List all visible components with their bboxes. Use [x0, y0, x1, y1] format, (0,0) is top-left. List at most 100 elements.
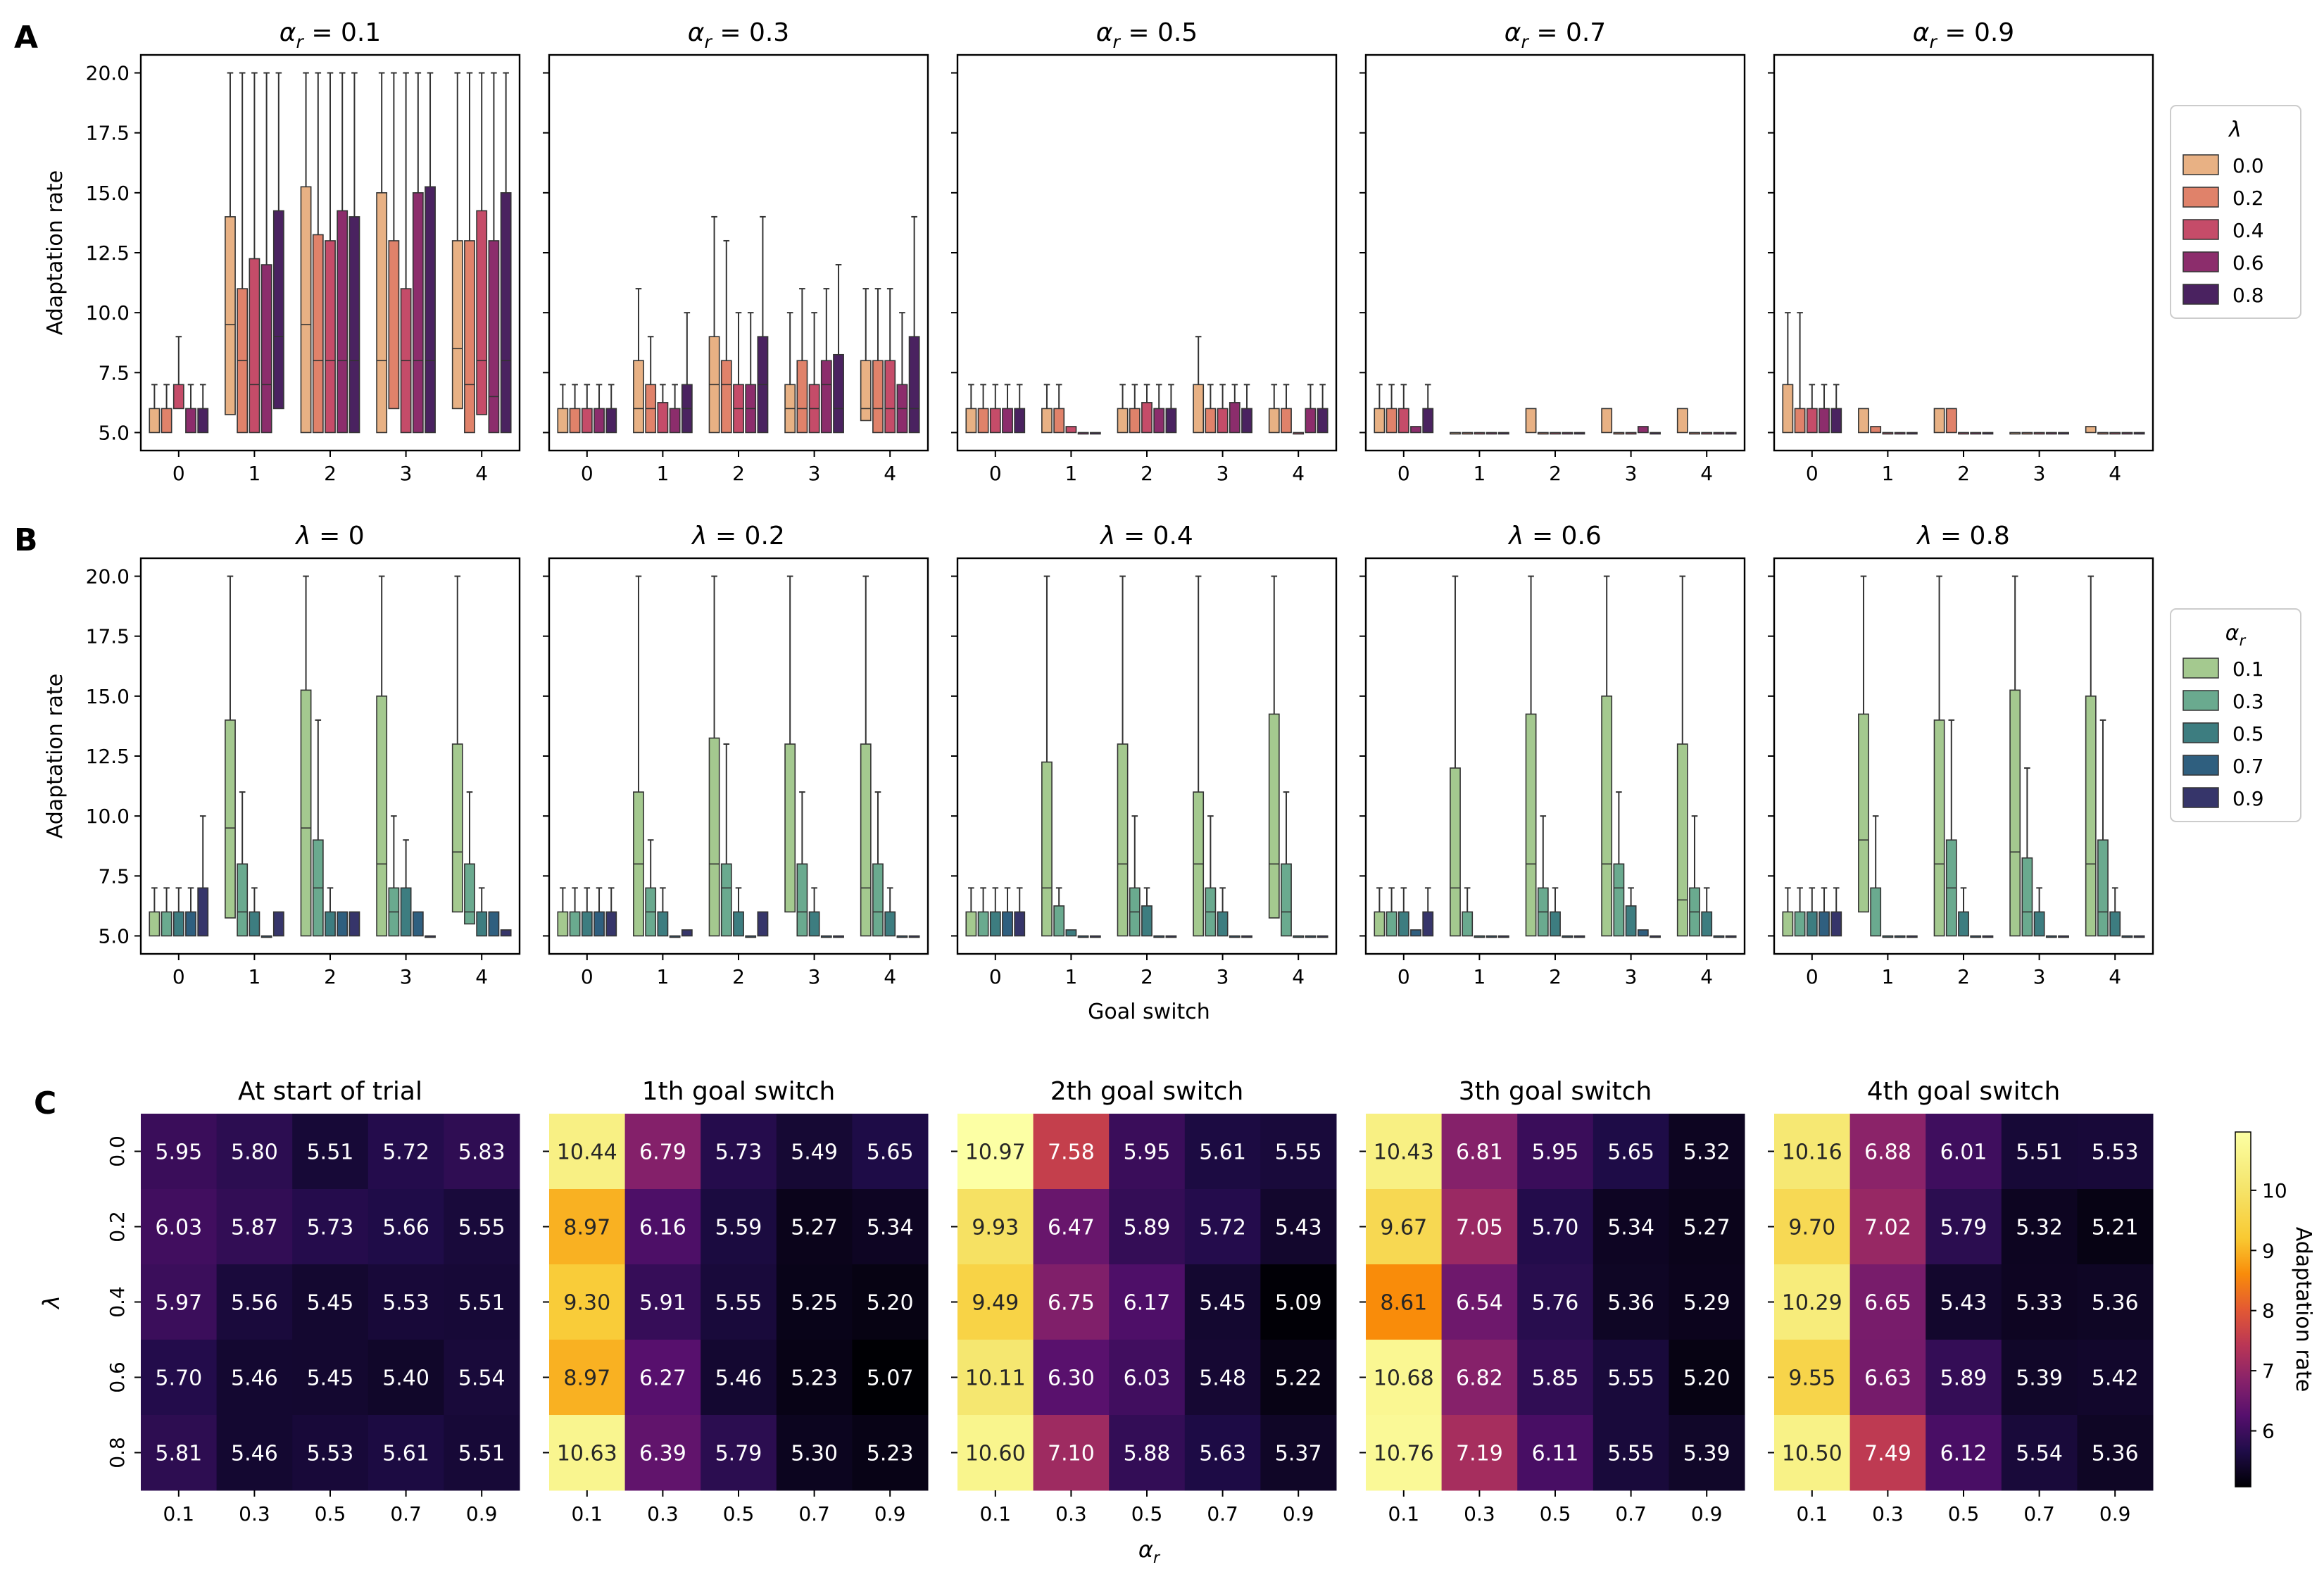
box	[633, 575, 644, 937]
panel-title: αr = 0.5	[1096, 18, 1198, 52]
heatmap-cell-label: 5.39	[1683, 1442, 1731, 1466]
box	[1486, 935, 1497, 938]
heatmap-cell-label: 10.29	[1782, 1291, 1842, 1316]
box-body	[2045, 432, 2057, 435]
panel-title-value: = 0.8	[1933, 522, 2010, 551]
box-body	[1858, 408, 1869, 434]
heatmap-cell-label: 5.33	[2016, 1291, 2063, 1316]
heatmap-cell	[776, 1264, 853, 1340]
box	[593, 887, 605, 937]
panel-title: 2th goal switch	[1050, 1077, 1244, 1106]
box	[476, 72, 488, 415]
box-body	[1830, 408, 1842, 434]
box	[1141, 384, 1152, 434]
box-body	[1806, 408, 1818, 434]
box-body	[249, 258, 260, 434]
heatmap-cell	[216, 1340, 293, 1416]
heatmap-cell	[549, 1189, 626, 1265]
heatmap-cell	[1669, 1264, 1745, 1340]
box-body	[1462, 911, 1474, 937]
box	[1806, 384, 1818, 434]
heatmap-cell	[1260, 1264, 1337, 1340]
heatmap-cell	[2001, 1189, 2078, 1265]
panel-letter-c: C	[34, 1086, 56, 1121]
heatmap-cell	[1669, 1114, 1745, 1190]
heatmap-cell-label: 5.27	[791, 1216, 838, 1240]
box-body	[908, 935, 920, 938]
box	[820, 288, 832, 434]
legend-entry-label: 0.4	[2232, 219, 2264, 242]
box	[412, 911, 424, 937]
box-body	[476, 210, 488, 415]
x-tick-label: 0	[1806, 462, 1819, 485]
box-body	[1497, 432, 1509, 435]
heatmap-cell	[1669, 1415, 1745, 1491]
box	[1129, 384, 1141, 434]
box-body	[1537, 432, 1549, 435]
heatmap-cell-label: 5.63	[1199, 1442, 1246, 1466]
box-body	[300, 689, 312, 937]
box-body	[1982, 432, 1994, 435]
box-body	[1241, 408, 1252, 434]
y-tick-label: 0.4	[106, 1286, 129, 1318]
heatmap-cell-label: 5.53	[2092, 1140, 2139, 1165]
box	[249, 72, 260, 434]
heatmap-panel-1: 5.95 5.80 5.51 5.72 5.83 6.03 5.87 5.73 5.66 5.55…	[106, 1077, 520, 1525]
heatmap-cell-label: 5.55	[1607, 1442, 1654, 1466]
legend-entry-label: 0.1	[2232, 658, 2264, 681]
panel-title: 4th goal switch	[1867, 1077, 2061, 1106]
x-tick-label: 0.1	[1797, 1502, 1828, 1525]
heatmap-cell	[852, 1189, 929, 1265]
box	[1053, 887, 1065, 937]
legend-entry-label: 0.8	[2232, 284, 2264, 307]
box-body	[1613, 432, 1625, 435]
heatmap-cell	[2077, 1264, 2154, 1340]
box	[860, 575, 872, 937]
heatmap-cell-label: 5.83	[458, 1140, 505, 1165]
heatmap-cell	[957, 1340, 1034, 1416]
box-body	[260, 264, 272, 434]
heatmap-cell	[2001, 1415, 2078, 1491]
panel-title-symbol: α	[1096, 18, 1113, 47]
box	[1397, 887, 1409, 937]
heatmap-cell-label: 5.27	[1683, 1216, 1731, 1240]
x-tick-label: 0.3	[239, 1502, 270, 1525]
y-tick-label: 17.5	[86, 122, 130, 145]
box-body	[1933, 719, 1945, 937]
box	[1268, 384, 1280, 434]
heatmap-cell	[292, 1114, 369, 1190]
x-tick-label: 2	[1957, 965, 1970, 988]
box-body	[1053, 905, 1065, 937]
heatmap-cell-label: 5.23	[791, 1366, 838, 1391]
box	[1268, 575, 1280, 919]
box-body	[1701, 911, 1713, 937]
heatmap-cell	[292, 1340, 369, 1416]
box	[172, 336, 184, 410]
panel-title: At start of trial	[238, 1077, 422, 1106]
y-tick-label: 0.8	[106, 1437, 129, 1468]
box-body	[488, 911, 500, 937]
box-body	[2109, 911, 2121, 937]
y-tick-label: 7.5	[98, 361, 130, 384]
colorbar-tick-label: 10	[2262, 1179, 2287, 1202]
box-body	[172, 384, 184, 410]
box	[464, 791, 475, 925]
box	[272, 72, 284, 410]
heatmap-cell-label: 6.65	[1864, 1291, 1911, 1316]
heatmap-cell	[216, 1415, 293, 1491]
x-tick-label: 0	[172, 965, 185, 988]
heatmap-cell	[2077, 1340, 2154, 1416]
x-tick-label: 4	[475, 965, 488, 988]
box-body	[1193, 384, 1205, 434]
box	[2109, 432, 2121, 435]
box-body	[1065, 426, 1077, 434]
box	[1089, 935, 1101, 938]
heatmap-cell-label: 5.45	[307, 1366, 354, 1391]
heatmap-cell-label: 5.53	[382, 1291, 429, 1316]
boxplot-panel-a-1: 5.0 7.5 10.0 12.5 15.0 17.5 20.0 0 1 2 3 4 αr = 0.1	[86, 18, 521, 485]
x-tick-label: 4	[2109, 462, 2121, 485]
heatmap-cell-label: 5.20	[1683, 1366, 1731, 1391]
box-body	[1422, 408, 1434, 434]
panel-title-value: = 0.1	[303, 18, 381, 47]
legend-entry-label: 0.9	[2232, 787, 2264, 810]
